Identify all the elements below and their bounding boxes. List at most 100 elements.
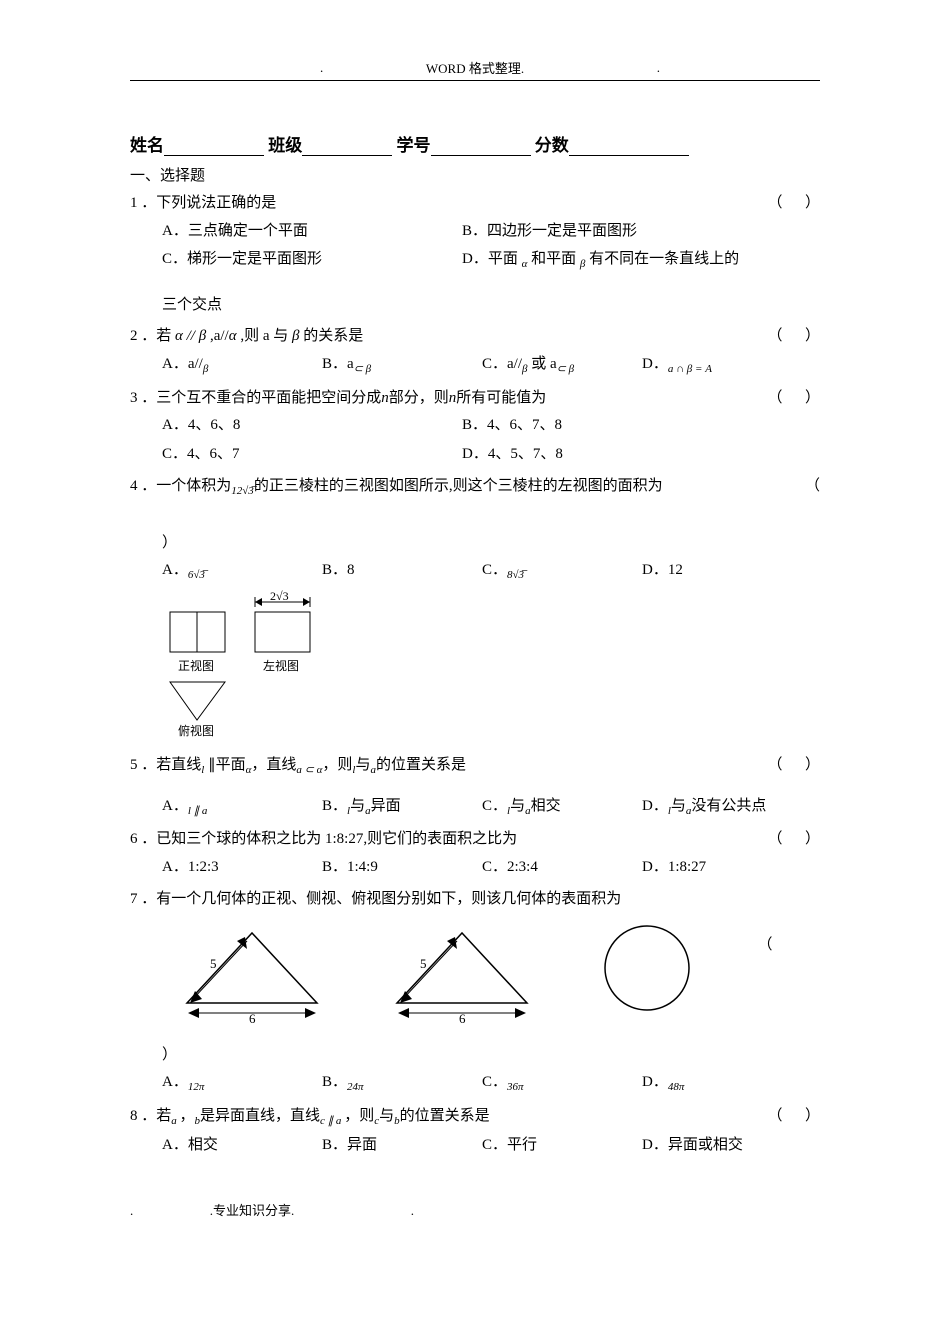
q1-opt-A: A．三点确定一个平面 [162,217,462,246]
q1-paren: （ ） [767,191,820,217]
fig-dim-label: 2√3 [270,589,289,603]
q4-Av: 6√3̅ [188,569,205,581]
alpha-sub: α [522,258,528,270]
q1-D-post: 有不同在一条直线上的 [589,251,739,267]
footer-mid: .专业知识分享. [210,1203,295,1218]
q3-opt-A: A．4、6、8 [162,411,462,440]
question-1: 1 ．下列说法正确的是 （ ） A．三点确定一个平面 B．四边形一定是平面图形 … [130,191,820,318]
q5-C: C． [482,798,507,814]
q2-rel: α // β [175,328,206,344]
q7-paren-close: ） [130,1043,820,1069]
q5-s5: 与 [355,757,370,773]
q4-opt-A: A．6√3̅ [162,556,322,586]
q7-A: A． [162,1074,188,1090]
q4-C: C． [482,562,507,578]
question-4: 4 ．一个体积为12√3̅的正三棱柱的三视图如图所示,则这个三棱柱的左视图的面积… [130,474,820,747]
q5-s2: 平面 [216,757,246,773]
q5-D: D． [642,798,668,814]
q7-Cv: 36π [507,1081,524,1093]
q8-s5: 的位置关系是 [400,1108,490,1124]
q7-opt-A: A．12π [162,1068,322,1098]
q6-opt-B: B．1:4:9 [322,853,482,882]
q5-D2: 与 [671,798,686,814]
dim6-2: 6 [459,1011,466,1026]
beta: β [292,328,303,344]
score-blank [569,138,689,156]
top-rule: . WORD 格式整理. . [130,60,820,81]
beta-sub2: β [203,363,208,375]
q5-s6: 的位置关系是 [376,757,466,773]
triangle-1: 6 5 [177,923,327,1023]
c-par-a: c ∥ a [320,1115,344,1127]
q1-opt-B: B．四边形一定是平面图形 [462,217,762,246]
q5-A: A． [162,798,188,814]
name-label: 姓名 [130,131,164,156]
circle-view [597,923,697,1023]
q1-D-tail: 三个交点 [130,293,820,319]
a-subset: a ⊂ α [296,764,322,776]
q2-A-pre: A．a// [162,356,203,372]
q3-opt-C: C．4、6、7 [162,440,462,469]
q2-post: 的关系是 [303,328,363,344]
section-1-title: 一、选择题 [130,164,820,185]
q2-opt-D: D．a ∩ β = A [642,350,802,380]
q2-opt-C: C．a//β 或 a⊂ β [482,350,642,380]
q5-B3: 异面 [371,798,401,814]
q4-paren-l: （ [805,474,820,500]
q3-opt-D: D．4、5、7、8 [462,440,762,469]
alpha: α [229,328,237,344]
q7-D: D． [642,1074,668,1090]
q8-s1: 8 ．若 [130,1108,171,1124]
question-6: 6 ．已知三个球的体积之比为 1:8:27,则它们的表面积之比为 （ ） A．1… [130,827,820,881]
q3-opt-B: B．4、6、7、8 [462,411,762,440]
q5-opt-B: B．l与a异面 [322,792,482,822]
q1-opt-D: D．平面 α 和平面 β 有不同在一条直线上的 [462,245,762,275]
q3-paren: （ ） [767,386,820,412]
q2-C-mid: 或 a [531,356,556,372]
intersect: a ∩ β = A [668,363,712,375]
q5-s4: ，则 [322,757,352,773]
q5-D3: 没有公共点 [691,798,766,814]
q1-stem: 1 ．下列说法正确的是 [130,195,276,211]
q7-opt-B: B．24π [322,1068,482,1098]
q2-C-pre: C．a// [482,356,522,372]
q7-B: B． [322,1074,347,1090]
q8-opt-C: C．平行 [482,1131,642,1160]
name-blank [164,138,264,156]
q5-opt-D: D．l与a没有公共点 [642,792,802,822]
q6-paren: （ ） [767,827,820,853]
q4-opt-C: C．8√3̅ [482,556,642,586]
q7-stem: 7 ．有一个几何体的正视、侧视、俯视图分别如下，则该几何体的表面积为 [130,891,621,907]
q1-D-pre: D．平面 [462,251,518,267]
q3-stem3: 所有可能值为 [456,390,546,406]
q3-stem: 3 ．三个互不重合的平面能把空间分成 [130,390,381,406]
q5-s3: ，直线 [251,757,296,773]
q7-paren-l: （ [757,923,772,959]
footer: . .专业知识分享. . [130,1200,820,1219]
q8-opt-D: D．异面或相交 [642,1131,802,1160]
three-views-figure: 2√3 正视图 左视图 俯视图 [160,592,820,747]
triangle-2: 6 5 [387,923,537,1023]
dim6-1: 6 [249,1011,256,1026]
dim5-1: 5 [210,956,217,971]
q4-opt-D: D．12 [642,556,802,586]
q6-opt-D: D．1:8:27 [642,853,802,882]
top-dot-right: . [657,60,660,76]
q7-C: C． [482,1074,507,1090]
q7-Dv: 48π [668,1081,685,1093]
q5-s1: 5 ．若直线 [130,757,201,773]
question-7: 7 ．有一个几何体的正视、侧视、俯视图分别如下，则该几何体的表面积为 6 5 [130,887,820,1098]
subset-beta2: ⊂ β [557,363,574,375]
q4-val: 12√3̅ [231,485,254,497]
l-par-a: l ∥ a [188,805,208,817]
q8-s3: ，则 [344,1108,374,1124]
q4-stem2: 的正三棱柱的三视图如图所示,则这个三棱柱的左视图的面积为 [254,478,663,494]
q8-opt-A: A．相交 [162,1131,322,1160]
beta-sub: β [580,258,585,270]
footer-l: . [130,1203,133,1218]
q8-opt-B: B．异面 [322,1131,482,1160]
q4-opt-B: B．8 [322,556,482,586]
l1: l [201,764,204,776]
ab: a [171,1115,179,1127]
q5-opt-C: C．l与a相交 [482,792,642,822]
